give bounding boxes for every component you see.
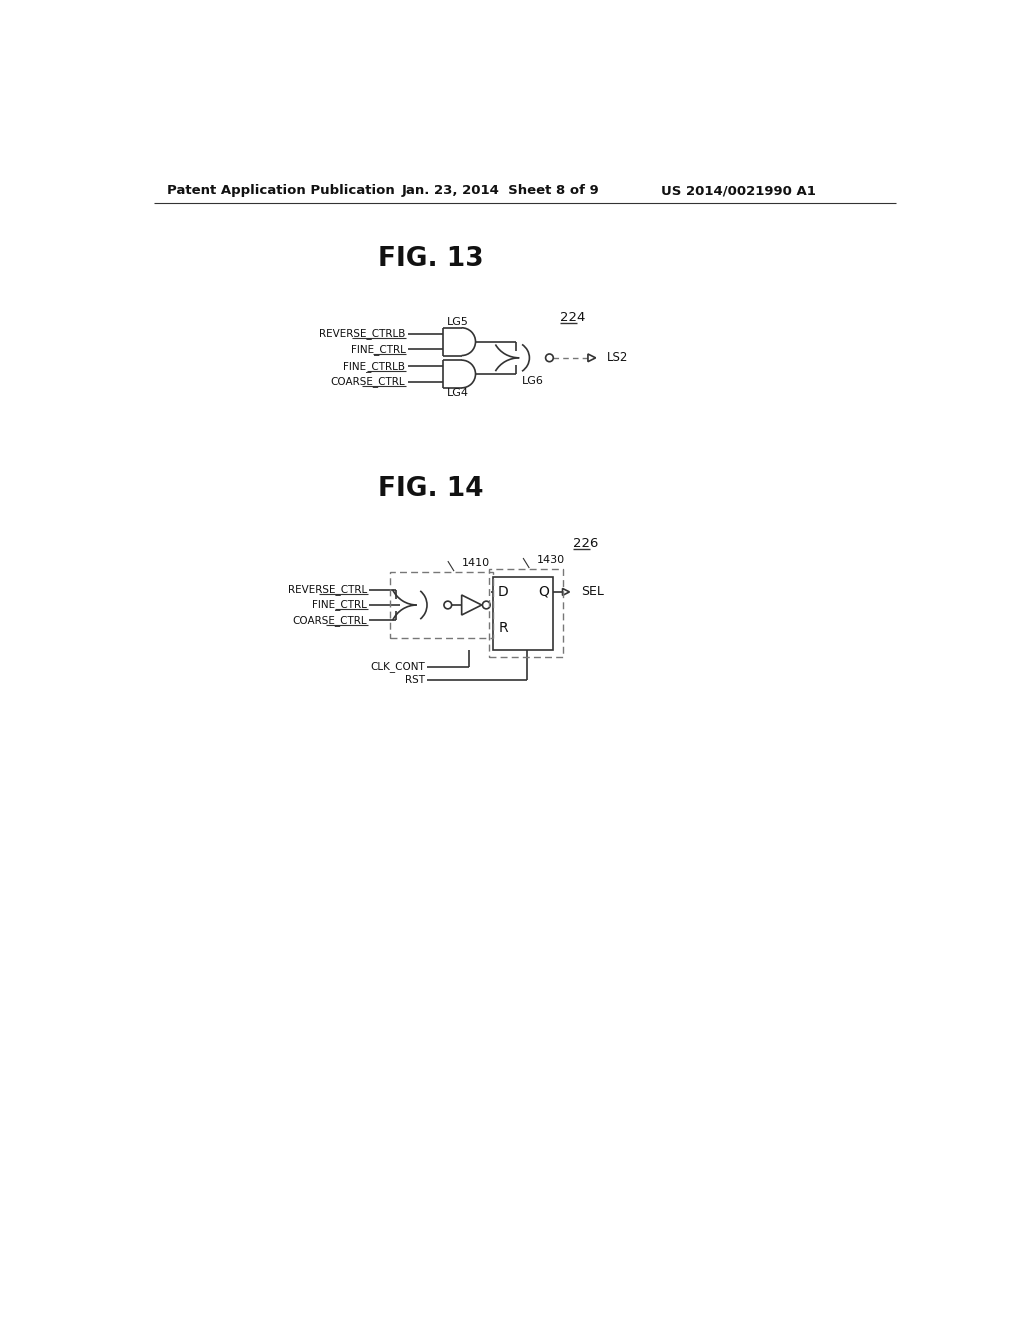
- Polygon shape: [462, 595, 481, 615]
- Text: Patent Application Publication: Patent Application Publication: [167, 185, 394, 197]
- Text: FINE_CTRL: FINE_CTRL: [350, 345, 406, 355]
- Text: FIG. 13: FIG. 13: [378, 246, 483, 272]
- Text: 1430: 1430: [537, 554, 565, 565]
- Text: Jan. 23, 2014  Sheet 8 of 9: Jan. 23, 2014 Sheet 8 of 9: [401, 185, 599, 197]
- Bar: [390, 572, 494, 638]
- Text: LG5: LG5: [446, 317, 469, 327]
- Text: REVERSE_CTRLB: REVERSE_CTRLB: [319, 329, 406, 339]
- Text: COARSE_CTRL: COARSE_CTRL: [331, 376, 406, 387]
- Text: D: D: [498, 585, 509, 599]
- Text: US 2014/0021990 A1: US 2014/0021990 A1: [662, 185, 816, 197]
- Text: COARSE_CTRL: COARSE_CTRL: [292, 615, 367, 626]
- Text: R: R: [499, 622, 508, 635]
- Text: 224: 224: [560, 312, 586, 325]
- Text: 226: 226: [573, 537, 599, 550]
- Text: LG6: LG6: [522, 376, 544, 385]
- Text: LG4: LG4: [446, 388, 469, 399]
- Text: Q: Q: [538, 585, 549, 599]
- Circle shape: [444, 601, 452, 609]
- Text: RST: RST: [404, 675, 425, 685]
- Text: FINE_CTRL: FINE_CTRL: [312, 599, 367, 610]
- Text: REVERSE_CTRL: REVERSE_CTRL: [288, 585, 367, 595]
- Circle shape: [546, 354, 553, 362]
- Text: FIG. 14: FIG. 14: [378, 477, 483, 503]
- Text: LS2: LS2: [607, 351, 629, 364]
- Circle shape: [482, 601, 490, 609]
- Text: FINE_CTRLB: FINE_CTRLB: [343, 360, 406, 372]
- Text: CLK_CONT: CLK_CONT: [370, 661, 425, 672]
- Bar: [488, 569, 562, 657]
- Bar: [494, 577, 553, 649]
- Text: SEL: SEL: [581, 585, 604, 598]
- Text: 1410: 1410: [462, 557, 489, 568]
